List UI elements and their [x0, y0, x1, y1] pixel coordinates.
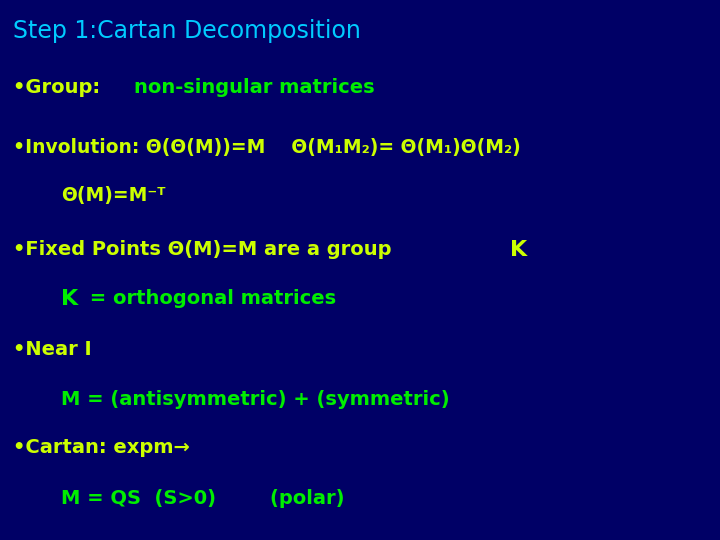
Text: •Involution: Θ(Θ(M))=M    Θ(M₁M₂)= Θ(M₁)Θ(M₂): •Involution: Θ(Θ(M))=M Θ(M₁M₂)= Θ(M₁)Θ(M… — [13, 138, 521, 157]
Text: K: K — [510, 240, 527, 260]
Text: Θ(M)=M⁻ᵀ: Θ(M)=M⁻ᵀ — [61, 186, 166, 205]
Text: M = QS  (S>0)        (polar): M = QS (S>0) (polar) — [61, 489, 345, 508]
Text: non-singular matrices: non-singular matrices — [134, 78, 374, 97]
Text: M = (antisymmetric) + (symmetric): M = (antisymmetric) + (symmetric) — [61, 390, 450, 409]
Text: •Group:: •Group: — [13, 78, 107, 97]
Text: •Near I: •Near I — [13, 340, 91, 359]
Text: •Cartan: expm→: •Cartan: expm→ — [13, 438, 190, 457]
Text: •Fixed Points Θ(M)=M are a group: •Fixed Points Θ(M)=M are a group — [13, 240, 398, 259]
Text: = orthogonal matrices: = orthogonal matrices — [84, 289, 336, 308]
Text: Step 1:Cartan Decomposition: Step 1:Cartan Decomposition — [13, 19, 361, 43]
Text: K: K — [61, 289, 78, 309]
